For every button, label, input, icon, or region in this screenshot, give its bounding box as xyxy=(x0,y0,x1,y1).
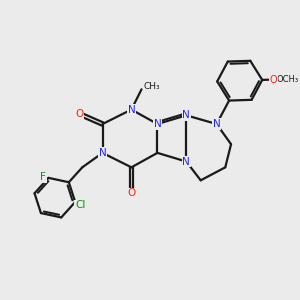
Text: N: N xyxy=(154,119,161,129)
Text: O: O xyxy=(75,109,83,119)
Text: N: N xyxy=(182,110,190,120)
Text: N: N xyxy=(182,157,190,166)
Text: CH₃: CH₃ xyxy=(144,82,160,91)
Text: N: N xyxy=(213,119,220,129)
Text: O: O xyxy=(127,188,136,198)
Text: F: F xyxy=(40,172,46,182)
Text: N: N xyxy=(99,148,106,158)
Text: Cl: Cl xyxy=(75,200,85,211)
Text: O: O xyxy=(269,75,277,85)
Text: N: N xyxy=(128,105,135,115)
Text: OCH₃: OCH₃ xyxy=(276,75,298,84)
